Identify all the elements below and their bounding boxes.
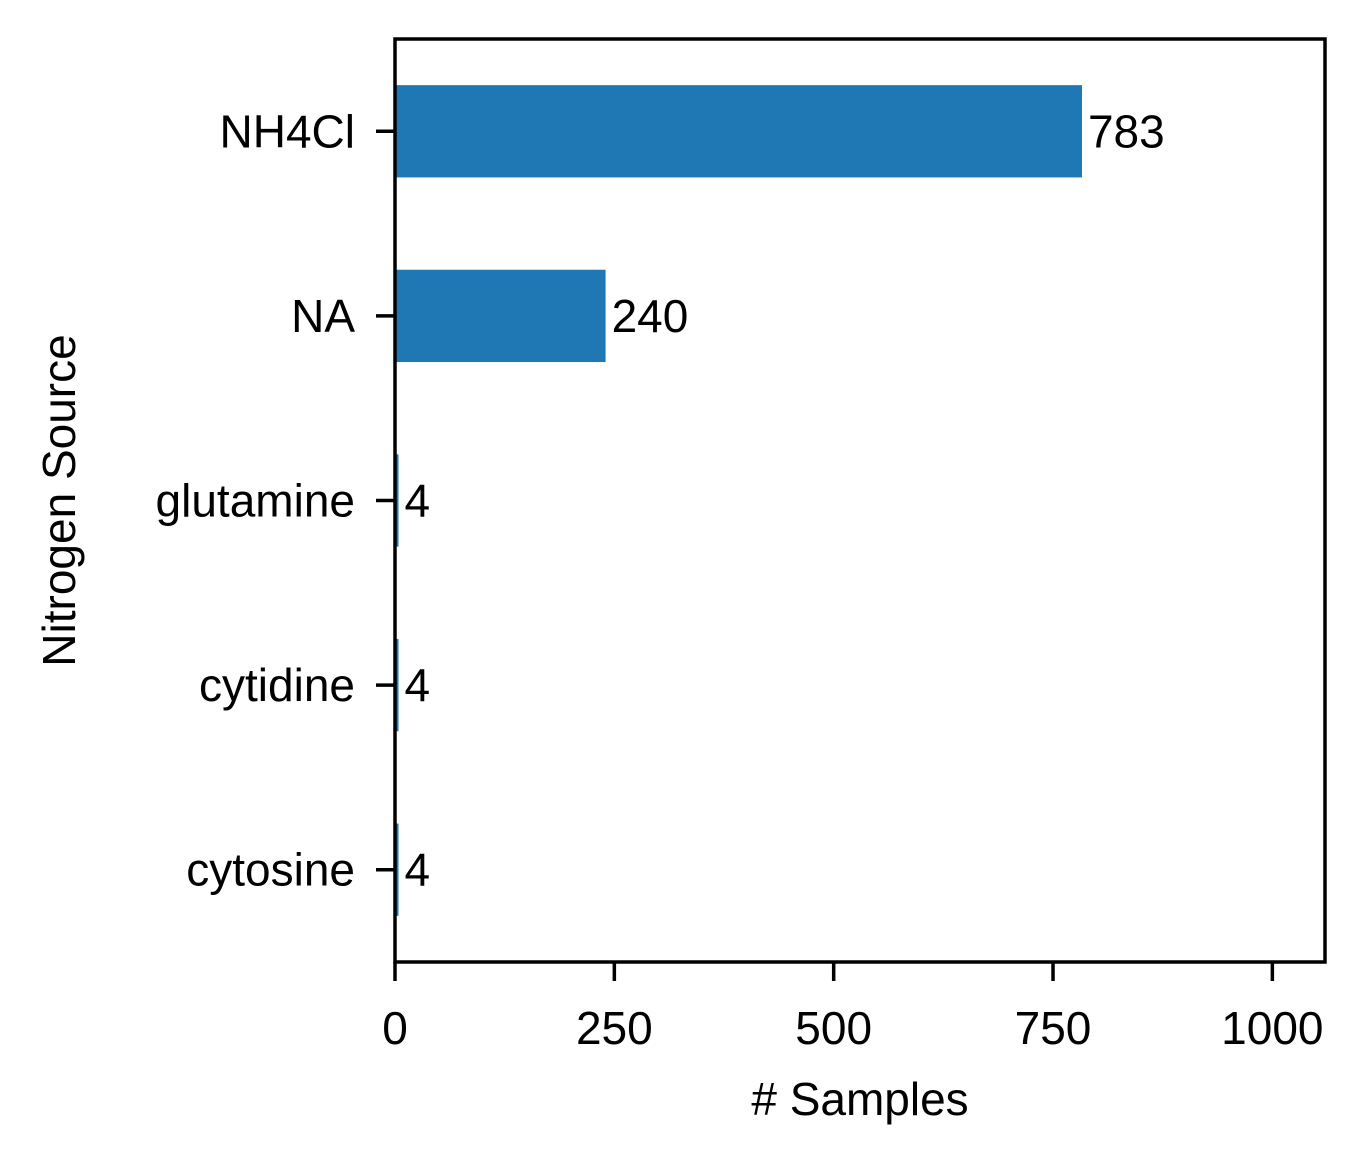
x-tick-label-0: 0	[382, 1002, 408, 1054]
y-tick-label-glutamine: glutamine	[156, 475, 355, 527]
y-tick-label-NH4Cl: NH4Cl	[220, 105, 355, 157]
data-labels-layer: 783 240 4 4 4	[405, 105, 1165, 895]
x-tick-label-250: 250	[576, 1002, 653, 1054]
data-label-NA: 240	[612, 290, 689, 342]
y-tick-label-cytidine: cytidine	[199, 659, 355, 711]
y-axis-label: Nitrogen Source	[33, 334, 85, 666]
bar-NA	[395, 269, 606, 363]
x-tick-label-500: 500	[795, 1002, 872, 1054]
bar-cytidine	[395, 638, 399, 732]
x-axis-label: # Samples	[751, 1073, 968, 1125]
x-ticks-layer: 0 250 500 750 1000	[382, 962, 1324, 1054]
x-tick-label-750: 750	[1015, 1002, 1092, 1054]
bar-glutamine	[395, 454, 399, 547]
bars-layer	[395, 85, 1082, 916]
bar-cytosine	[395, 823, 399, 916]
data-label-glutamine: 4	[405, 475, 431, 527]
bar-NH4Cl	[395, 85, 1082, 178]
data-label-cytidine: 4	[405, 659, 431, 711]
y-ticks-layer: NH4Cl NA glutamine cytidine cytosine	[156, 105, 395, 896]
data-label-cytosine: 4	[405, 844, 431, 896]
x-tick-label-1000: 1000	[1221, 1002, 1323, 1054]
data-label-NH4Cl: 783	[1088, 105, 1165, 157]
y-tick-label-cytosine: cytosine	[186, 844, 355, 896]
y-tick-label-NA: NA	[291, 290, 355, 342]
